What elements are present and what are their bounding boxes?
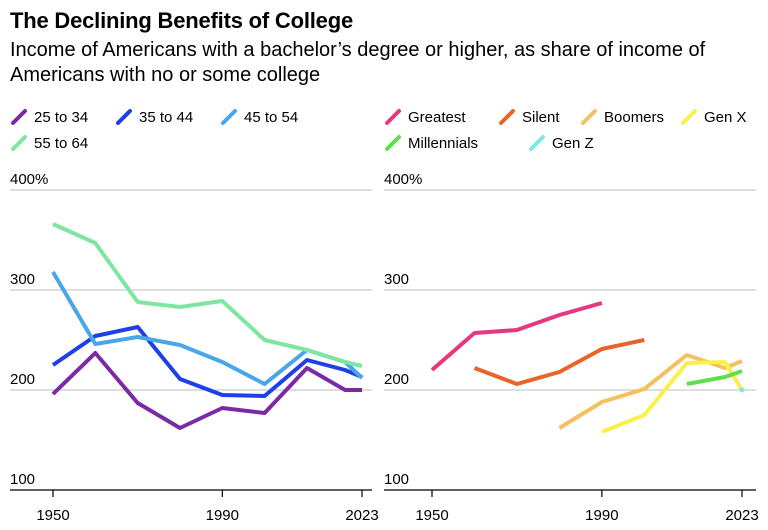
legend-swatch: [385, 135, 401, 151]
legend-item-55-to-64: 55 to 64: [10, 134, 88, 152]
y-tick-label: 100: [384, 471, 409, 488]
series-gen-x-line: [601, 360, 744, 434]
legend-item-gen-z: Gen Z: [528, 134, 594, 152]
legend-swatch: [581, 109, 597, 125]
legend-item-greatest: Greatest: [384, 108, 466, 126]
legend-item-gen-x: Gen X: [680, 108, 747, 126]
y-tick-label: 400%: [10, 171, 48, 188]
x-tick-label: 2023: [345, 507, 378, 524]
legend-item-35-to-44: 35 to 44: [115, 108, 193, 126]
series-silent-line: [473, 338, 645, 386]
y-tick-label: 300: [384, 271, 409, 288]
y-tick-label: 300: [10, 271, 35, 288]
legend-swatch: [681, 109, 697, 125]
series-55-to-64-line: [52, 222, 363, 368]
series-35-to-44-line: [51, 325, 363, 398]
legend-label: Millennials: [408, 134, 479, 152]
legend-item-45-to-54: 45 to 54: [220, 108, 298, 126]
legend-label: Silent: [522, 108, 560, 126]
legend-label: 45 to 54: [244, 108, 299, 126]
y-tick-label: 400%: [384, 171, 422, 188]
y-tick-label: 200: [384, 371, 409, 388]
legend-swatch: [529, 135, 545, 151]
legend-label: Gen X: [704, 108, 747, 126]
legend-label: 55 to 64: [34, 134, 89, 152]
x-tick-label: 1950: [415, 507, 448, 524]
series-boomers-line: [558, 353, 743, 430]
legend-swatch: [221, 109, 237, 125]
x-tick-label: 1990: [206, 507, 239, 524]
legend-label: 25 to 34: [34, 108, 89, 126]
x-tick-label: 2023: [725, 507, 758, 524]
legend-swatch: [116, 109, 132, 125]
legend-item-25-to-34: 25 to 34: [10, 108, 88, 126]
legend-label: Gen Z: [552, 134, 594, 152]
legend-swatch: [385, 109, 401, 125]
x-tick-label: 1950: [36, 507, 69, 524]
legend-swatch: [11, 109, 27, 125]
y-tick-label: 100: [10, 471, 35, 488]
legend-item-boomers: Boomers: [580, 108, 664, 126]
series-greatest-line: [430, 301, 603, 372]
series-gen-z-point: [739, 387, 745, 393]
legend-label: Greatest: [408, 108, 466, 126]
x-tick-label: 1990: [585, 507, 618, 524]
legend-swatch: [499, 109, 515, 125]
legend-item-silent: Silent: [498, 108, 560, 126]
series-45-to-54-line: [51, 270, 364, 386]
legend-label: 35 to 44: [139, 108, 194, 126]
series-millennials-line: [686, 369, 743, 386]
chart-title: The Declining Benefits of College: [10, 8, 353, 33]
y-tick-label: 200: [10, 371, 35, 388]
legend-swatch: [11, 135, 27, 151]
legend-label: Boomers: [604, 108, 665, 126]
series-25-to-34-line: [51, 351, 362, 430]
chart-subtitle: Income of Americans with a bachelor’s de…: [10, 39, 706, 86]
legend-item-millennials: Millennials: [384, 134, 478, 152]
